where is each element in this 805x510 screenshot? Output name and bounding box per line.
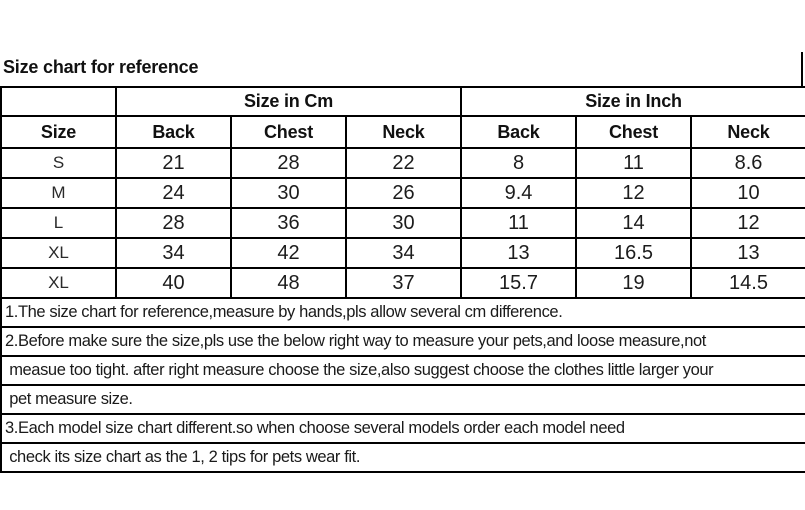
neck-cm-value: 37: [345, 267, 462, 299]
note-row-1: 1.The size chart for reference,measure b…: [0, 297, 805, 328]
note-text: pet measure size.: [0, 384, 805, 415]
unit-header-row: Size in Cm Size in Inch: [0, 86, 805, 117]
note-text: measue too tight. after right measure ch…: [0, 355, 805, 386]
back-inch-value: 8: [460, 147, 577, 179]
column-header-row: Size Back Chest Neck Back Chest Neck: [0, 115, 805, 149]
note-row-2: 2.Before make sure the size,pls use the …: [0, 326, 805, 357]
table-row-s: S 21 28 22 8 11 8.6: [0, 147, 805, 179]
back-inch-value: 13: [460, 237, 577, 269]
note-text: 2.Before make sure the size,pls use the …: [0, 326, 805, 357]
neck-inch-value: 13: [690, 237, 805, 269]
back-cm-value: 40: [115, 267, 232, 299]
chest-inch-value: 19: [575, 267, 692, 299]
neck-inch-value: 10: [690, 177, 805, 209]
table-row-xl: XL 34 42 34 13 16.5 13: [0, 237, 805, 269]
size-label: XL: [0, 267, 117, 299]
back-cm-value: 28: [115, 207, 232, 239]
neck-inch-column-header: Neck: [690, 115, 805, 149]
back-cm-value: 21: [115, 147, 232, 179]
note-row-4: pet measure size.: [0, 384, 805, 415]
size-label: S: [0, 147, 117, 179]
note-text: check its size chart as the 1, 2 tips fo…: [0, 442, 805, 473]
size-chart-table: Size in Cm Size in Inch Size Back Chest …: [0, 86, 805, 473]
note-row-6: check its size chart as the 1, 2 tips fo…: [0, 442, 805, 473]
back-inch-value: 15.7: [460, 267, 577, 299]
neck-cm-value: 22: [345, 147, 462, 179]
neck-inch-value: 14.5: [690, 267, 805, 299]
neck-inch-value: 12: [690, 207, 805, 239]
chest-inch-value: 16.5: [575, 237, 692, 269]
inch-section-header: Size in Inch: [460, 86, 805, 117]
chest-inch-value: 12: [575, 177, 692, 209]
note-row-3: measue too tight. after right measure ch…: [0, 355, 805, 386]
chest-inch-column-header: Chest: [575, 115, 692, 149]
chest-cm-value: 48: [230, 267, 347, 299]
neck-inch-value: 8.6: [690, 147, 805, 179]
size-label: L: [0, 207, 117, 239]
back-inch-column-header: Back: [460, 115, 577, 149]
neck-cm-value: 30: [345, 207, 462, 239]
size-column-header: Size: [0, 115, 117, 149]
chest-cm-value: 30: [230, 177, 347, 209]
back-cm-column-header: Back: [115, 115, 232, 149]
table-row-l: L 28 36 30 11 14 12: [0, 207, 805, 239]
back-cm-value: 34: [115, 237, 232, 269]
table-row-m: M 24 30 26 9.4 12 10: [0, 177, 805, 209]
chest-cm-value: 42: [230, 237, 347, 269]
page-title: Size chart for reference: [3, 57, 199, 77]
chest-cm-column-header: Chest: [230, 115, 347, 149]
corner-blank-cell: [0, 86, 117, 117]
table-border-artifact: [801, 52, 803, 88]
size-label: M: [0, 177, 117, 209]
note-text: 1.The size chart for reference,measure b…: [0, 297, 805, 328]
note-text: 3.Each model size chart different.so whe…: [0, 413, 805, 444]
neck-cm-value: 34: [345, 237, 462, 269]
neck-cm-value: 26: [345, 177, 462, 209]
back-inch-value: 11: [460, 207, 577, 239]
chest-inch-value: 11: [575, 147, 692, 179]
chest-cm-value: 36: [230, 207, 347, 239]
back-cm-value: 24: [115, 177, 232, 209]
neck-cm-column-header: Neck: [345, 115, 462, 149]
size-label: XL: [0, 237, 117, 269]
cm-section-header: Size in Cm: [115, 86, 462, 117]
back-inch-value: 9.4: [460, 177, 577, 209]
chest-cm-value: 28: [230, 147, 347, 179]
note-row-5: 3.Each model size chart different.so whe…: [0, 413, 805, 444]
table-row-xl-2: XL 40 48 37 15.7 19 14.5: [0, 267, 805, 299]
chest-inch-value: 14: [575, 207, 692, 239]
